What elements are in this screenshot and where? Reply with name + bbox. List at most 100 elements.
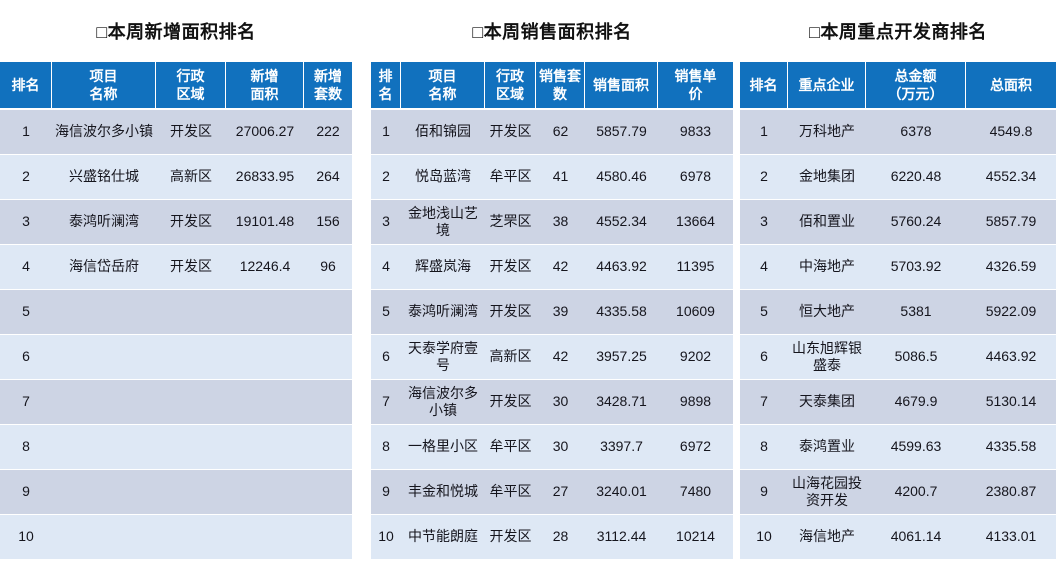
new-area-ranking-table: 排名 项目 名称 行政 区域 新增 面积 新增 套数 1 海信波尔多小镇 开发区 27006.2… (0, 62, 352, 560)
table-cell: 19101.48 (226, 200, 304, 245)
table-row: 6 天泰学府壹号 高新区 42 3957.25 9202 (371, 335, 733, 380)
table-cell: 39 (536, 290, 585, 335)
table-cell: 悦岛蓝湾 (401, 155, 485, 200)
table-cell: 4463.92 (585, 245, 658, 290)
table-cell: 佰和置业 (788, 200, 866, 245)
table-row: 9 山海花园投资开发 4200.7 2380.87 (740, 470, 1056, 515)
column-header: 排名 (740, 62, 788, 110)
table-cell: 开发区 (156, 200, 226, 245)
table-cell: 牟平区 (485, 425, 536, 470)
table-cell: 海信波尔多小镇 (52, 110, 156, 155)
rank-cell: 8 (740, 425, 788, 470)
table-cell: 中海地产 (788, 245, 866, 290)
table-row: 2 兴盛铭仕城 高新区 26833.95 264 (0, 155, 352, 200)
table-cell: 62 (536, 110, 585, 155)
table-cell (304, 290, 352, 335)
table-cell: 10609 (658, 290, 733, 335)
table-cell: 开发区 (485, 290, 536, 335)
table-cell: 30 (536, 380, 585, 425)
rank-cell: 10 (0, 515, 52, 560)
table-cell: 开发区 (156, 245, 226, 290)
table-cell: 4552.34 (966, 155, 1056, 200)
column-header: 总面积 (966, 62, 1056, 110)
table-cell: 山海花园投资开发 (788, 470, 866, 515)
table-row: 10 海信地产 4061.14 4133.01 (740, 515, 1056, 560)
table-cell (156, 380, 226, 425)
table-cell (156, 470, 226, 515)
table-cell: 13664 (658, 200, 733, 245)
table-cell: 2380.87 (966, 470, 1056, 515)
new-area-ranking-title: □本周新增面积排名 (96, 22, 256, 42)
header-row: 排名 重点企业 总金额 （万元） 总面积 (740, 62, 1056, 110)
rank-cell: 4 (0, 245, 52, 290)
table-cell: 高新区 (156, 155, 226, 200)
rank-cell: 3 (0, 200, 52, 245)
table-cell: 42 (536, 335, 585, 380)
developer-ranking-table: 排名 重点企业 总金额 （万元） 总面积 1 万科地产 6378 4549.8 2 金地集团 622… (740, 62, 1056, 560)
table-cell: 5130.14 (966, 380, 1056, 425)
table-cell: 开发区 (485, 245, 536, 290)
rank-cell: 4 (740, 245, 788, 290)
table-cell: 3397.7 (585, 425, 658, 470)
table-cell (52, 425, 156, 470)
table-cell: 辉盛岚海 (401, 245, 485, 290)
rank-cell: 2 (371, 155, 401, 200)
table-row: 9 丰金和悦城 牟平区 27 3240.01 7480 (371, 470, 733, 515)
table-cell: 6220.48 (866, 155, 966, 200)
table-row: 1 佰和锦园 开发区 62 5857.79 9833 (371, 110, 733, 155)
table-cell: 28 (536, 515, 585, 560)
table-cell: 4335.58 (966, 425, 1056, 470)
table-cell: 6978 (658, 155, 733, 200)
table-row: 6 (0, 335, 352, 380)
table-row: 10 中节能朗庭 开发区 28 3112.44 10214 (371, 515, 733, 560)
table-cell: 6378 (866, 110, 966, 155)
table-cell (52, 470, 156, 515)
table-cell (226, 380, 304, 425)
table-row: 4 辉盛岚海 开发区 42 4463.92 11395 (371, 245, 733, 290)
table-row: 6 山东旭辉银盛泰 5086.5 4463.92 (740, 335, 1056, 380)
table-row: 4 中海地产 5703.92 4326.59 (740, 245, 1056, 290)
rank-cell: 5 (0, 290, 52, 335)
table-cell: 恒大地产 (788, 290, 866, 335)
table-cell: 3428.71 (585, 380, 658, 425)
column-header: 销售单 价 (658, 62, 733, 110)
rank-cell: 9 (740, 470, 788, 515)
table-row: 7 (0, 380, 352, 425)
table-cell: 佰和锦园 (401, 110, 485, 155)
header-row: 排 名项目 名称 行政 区域 销售套 数销售面积 销售单 价 (371, 62, 733, 110)
table-cell: 4552.34 (585, 200, 658, 245)
table-cell (226, 290, 304, 335)
table-cell: 3957.25 (585, 335, 658, 380)
table-cell (304, 470, 352, 515)
rank-cell: 8 (0, 425, 52, 470)
table-cell (304, 515, 352, 560)
table-cell: 一格里小区 (401, 425, 485, 470)
table-row: 3 佰和置业 5760.24 5857.79 (740, 200, 1056, 245)
rank-cell: 7 (0, 380, 52, 425)
table-row: 5 恒大地产 5381 5922.09 (740, 290, 1056, 335)
table-cell: 38 (536, 200, 585, 245)
table-cell (226, 515, 304, 560)
table-cell: 5703.92 (866, 245, 966, 290)
table-cell: 7480 (658, 470, 733, 515)
rank-cell: 5 (740, 290, 788, 335)
rank-cell: 3 (740, 200, 788, 245)
column-header: 新增 套数 (304, 62, 352, 110)
table-cell: 156 (304, 200, 352, 245)
table-cell: 30 (536, 425, 585, 470)
table-cell: 4580.46 (585, 155, 658, 200)
sales-area-ranking-table: 排 名项目 名称 行政 区域 销售套 数销售面积 销售单 价 1 佰和锦园 开发区 62 585… (371, 62, 733, 560)
table-cell: 9833 (658, 110, 733, 155)
table-row: 8 (0, 425, 352, 470)
table-cell: 10214 (658, 515, 733, 560)
table-cell (156, 290, 226, 335)
column-header: 排 名 (371, 62, 401, 110)
rank-cell: 2 (0, 155, 52, 200)
table-row: 8 一格里小区 牟平区 30 3397.7 6972 (371, 425, 733, 470)
rank-cell: 10 (371, 515, 401, 560)
table-cell (156, 335, 226, 380)
column-header: 行政 区域 (156, 62, 226, 110)
table-cell (52, 515, 156, 560)
table-cell: 264 (304, 155, 352, 200)
table-row: 3 泰鸿听澜湾 开发区 19101.48 156 (0, 200, 352, 245)
